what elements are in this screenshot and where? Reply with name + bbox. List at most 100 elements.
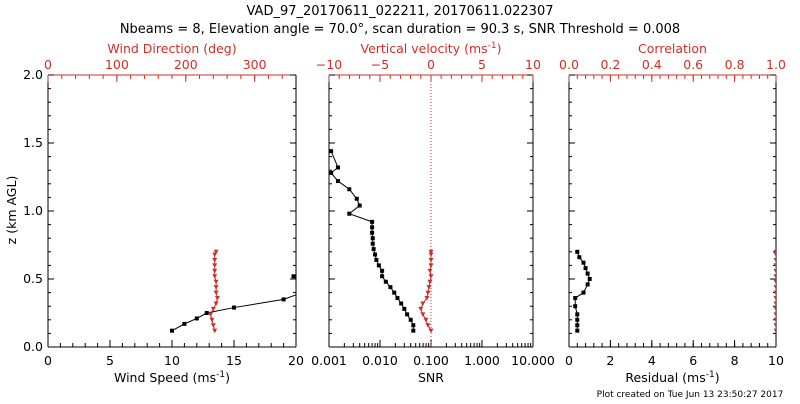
data-group bbox=[170, 249, 302, 334]
data-point bbox=[370, 225, 375, 230]
top-tick-label: 200 bbox=[174, 57, 198, 72]
data-point bbox=[209, 317, 215, 323]
top-tick-label: 0.0 bbox=[559, 57, 579, 72]
data-point bbox=[210, 306, 216, 312]
data-point bbox=[329, 149, 334, 154]
data-point bbox=[212, 268, 218, 274]
data-point bbox=[354, 196, 359, 201]
data-point bbox=[402, 306, 407, 311]
data-point bbox=[214, 296, 220, 301]
data-point bbox=[347, 187, 352, 192]
x-tick-label: 0 bbox=[565, 353, 573, 368]
data-point bbox=[170, 328, 174, 333]
series-line bbox=[171, 274, 296, 332]
data-point bbox=[347, 211, 352, 216]
data-point bbox=[773, 312, 776, 317]
top-tick-label: 300 bbox=[243, 57, 267, 72]
data-point bbox=[583, 266, 588, 271]
x-tick-label: 10 bbox=[768, 353, 784, 368]
data-point bbox=[773, 328, 776, 334]
data-point bbox=[575, 249, 580, 254]
data-point bbox=[212, 263, 218, 268]
data-point bbox=[425, 323, 431, 328]
y-tick-label: 1.0 bbox=[23, 203, 43, 218]
data-point bbox=[423, 317, 429, 323]
x-tick-label: 8 bbox=[731, 353, 739, 368]
top-tick-label: −5 bbox=[371, 57, 389, 72]
data-point bbox=[371, 247, 376, 252]
x-axis-label: Residual (ms-1) bbox=[625, 370, 719, 385]
data-point bbox=[370, 241, 375, 246]
data-point bbox=[232, 305, 236, 310]
x-tick-label: 0.010 bbox=[362, 353, 398, 368]
data-point bbox=[370, 230, 375, 235]
data-point bbox=[388, 285, 393, 290]
data-point bbox=[773, 257, 776, 263]
data-point bbox=[428, 328, 434, 334]
data-point bbox=[575, 328, 580, 333]
data-point bbox=[575, 323, 580, 328]
data-point bbox=[399, 301, 404, 306]
top-axis-label: Wind Direction (deg) bbox=[107, 41, 236, 56]
data-point bbox=[281, 297, 286, 302]
data-point bbox=[298, 270, 302, 274]
data-point bbox=[773, 263, 776, 268]
data-point bbox=[335, 179, 340, 184]
data-point bbox=[418, 306, 424, 312]
data-point bbox=[208, 312, 214, 317]
data-point bbox=[573, 304, 578, 309]
top-tick-label: 100 bbox=[105, 57, 129, 72]
data-point bbox=[395, 296, 400, 301]
data-point bbox=[773, 274, 776, 279]
top-tick-label: 10 bbox=[525, 57, 541, 72]
data-point bbox=[425, 290, 431, 296]
x-tick-label: 1.000 bbox=[464, 353, 500, 368]
x-tick-label: 10.000 bbox=[511, 353, 555, 368]
chart-title: VAD_97_20170611_022211, 20170611.022307 bbox=[247, 4, 554, 19]
x-tick-label: 0 bbox=[44, 353, 52, 368]
data-point bbox=[213, 301, 219, 306]
data-point bbox=[335, 165, 340, 170]
top-tick-label: −10 bbox=[316, 57, 342, 72]
data-point bbox=[773, 323, 776, 328]
data-point bbox=[585, 282, 590, 287]
top-tick-label: 0.4 bbox=[642, 57, 662, 72]
data-point bbox=[424, 296, 430, 301]
data-point bbox=[380, 274, 385, 279]
data-point bbox=[392, 290, 397, 295]
x-tick-label: 6 bbox=[689, 353, 697, 368]
data-point bbox=[773, 279, 776, 285]
data-point bbox=[427, 279, 433, 285]
data-point bbox=[212, 257, 218, 263]
top-tick-label: 0 bbox=[427, 57, 435, 72]
data-point bbox=[380, 268, 385, 273]
x-tick-label: 0.100 bbox=[413, 353, 449, 368]
series-line bbox=[210, 251, 218, 331]
x-tick-label: 2 bbox=[606, 353, 614, 368]
x-tick-label: 15 bbox=[226, 353, 242, 368]
data-group bbox=[329, 149, 434, 334]
x-tick-label: 0.001 bbox=[311, 353, 347, 368]
top-tick-label: 0 bbox=[44, 57, 52, 72]
top-axis-label: Correlation bbox=[638, 41, 707, 56]
data-point bbox=[428, 263, 434, 268]
y-tick-label: 1.5 bbox=[23, 135, 43, 150]
data-point bbox=[376, 263, 381, 268]
data-point bbox=[581, 290, 586, 295]
data-point bbox=[427, 268, 433, 274]
data-point bbox=[329, 170, 334, 175]
data-point bbox=[773, 249, 776, 255]
x-axis-label: Wind Speed (ms-1) bbox=[114, 370, 230, 385]
data-point bbox=[428, 252, 434, 258]
top-axis-label: Vertical velocity (ms-1) bbox=[360, 41, 501, 56]
data-point bbox=[426, 285, 432, 290]
data-point bbox=[773, 317, 776, 323]
x-tick-label: 5 bbox=[106, 353, 114, 368]
chart-subtitle: Nbeams = 8, Elevation angle = 70.0°, sca… bbox=[120, 22, 680, 37]
data-point bbox=[585, 271, 590, 276]
y-axis-label: z (km AGL) bbox=[4, 176, 19, 245]
